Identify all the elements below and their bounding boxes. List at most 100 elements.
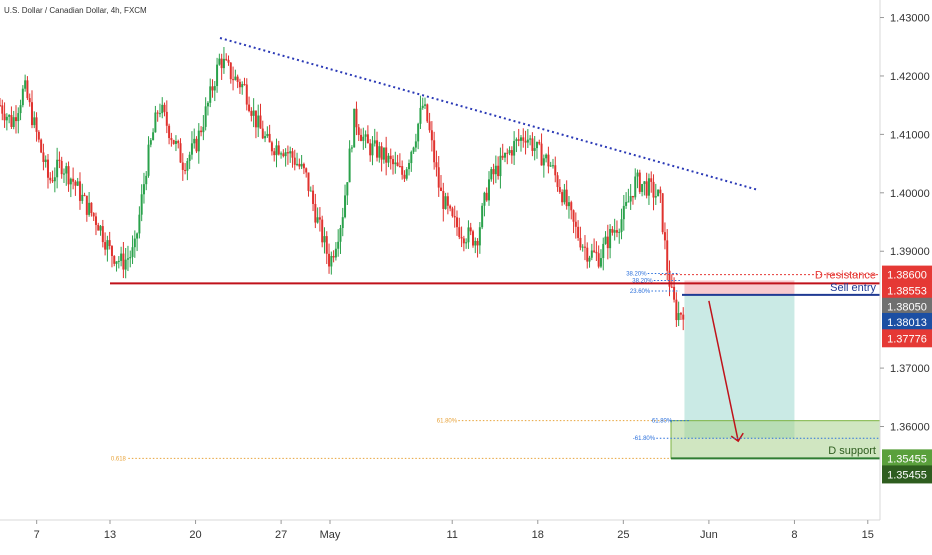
candle-body (289, 151, 292, 154)
price-tag-label: 1.37776 (887, 333, 927, 345)
candle-body (197, 130, 200, 152)
candle-body (517, 139, 520, 141)
price-tag-box (882, 297, 932, 316)
candle-body (94, 216, 97, 225)
candle-body (12, 117, 15, 127)
candle-body (312, 190, 315, 204)
candle-body (625, 201, 628, 206)
candle-body (533, 148, 536, 151)
candle-body (451, 208, 454, 217)
candle-body (394, 162, 397, 165)
candle-body (631, 195, 634, 198)
x-tick-label: 25 (617, 529, 629, 541)
candle-body (339, 228, 342, 242)
candle-body (481, 205, 484, 228)
candle-body (149, 140, 152, 145)
candle-body (259, 115, 262, 129)
candle-body (405, 169, 408, 179)
candle-body (652, 181, 655, 198)
candle-body (622, 205, 625, 220)
candle-body (172, 140, 175, 144)
candle-body (131, 247, 134, 257)
candle-body (428, 121, 431, 131)
candle-body (168, 125, 171, 139)
candle-body (487, 179, 490, 201)
time-axis[interactable]: 7 13 20 27 May 11 18 25 Jun 8 15 (34, 520, 874, 541)
candle-body (462, 238, 465, 244)
candle-body (83, 194, 86, 196)
candle-body (657, 189, 660, 197)
x-tick-label: 7 (34, 529, 40, 541)
candle-body (492, 169, 495, 175)
y-tick-label: 1.36000 (890, 422, 930, 434)
candle-body (666, 240, 669, 271)
candle-body (353, 108, 356, 148)
candle-body (446, 196, 449, 206)
candle-body (366, 134, 369, 144)
candle-body (42, 152, 45, 162)
candle-body (590, 250, 593, 258)
y-tick-label: 1.39000 (890, 246, 930, 258)
candle-body (444, 196, 447, 209)
candle-body (170, 138, 173, 141)
price-axis[interactable]: 1.43000 1.42000 1.41000 1.40000 1.39000 1.370… (880, 13, 930, 434)
candle-body (586, 247, 589, 262)
y-tick-label: 1.40000 (890, 188, 930, 200)
candle-body (40, 139, 43, 153)
candle-body (24, 80, 27, 89)
candle-body (92, 212, 95, 217)
candle-body (14, 117, 17, 122)
candle-body (108, 240, 111, 247)
price-tag-label: 1.38050 (887, 302, 927, 314)
candle-body (638, 172, 641, 192)
fib-levels: 38.20%38.20% 23.60% 61.80% 61.80% -61.80% 0.6… (111, 271, 880, 462)
y-tick-label: 1.37000 (890, 363, 930, 375)
candle-body (611, 229, 614, 233)
candle-body (634, 176, 637, 198)
candle-body (225, 58, 228, 60)
candle-body (248, 104, 251, 112)
price-tags: 1.38600 1.38553 1.38050 1.38013 1.37776 1.354… (882, 265, 932, 484)
candle-body (467, 227, 470, 243)
candle-body (561, 192, 564, 203)
fib-level-label: 61.80% (437, 419, 458, 425)
candle-body (369, 143, 372, 156)
candle-body (138, 214, 141, 234)
candle-body (229, 62, 232, 80)
candle-body (442, 191, 445, 209)
candle-body (268, 133, 271, 143)
candle-body (264, 136, 267, 139)
candle-body (519, 137, 522, 141)
candle-body (355, 108, 358, 128)
candle-body (140, 194, 143, 215)
candle-body (424, 104, 427, 106)
candle-body (307, 172, 310, 191)
candle-body (158, 113, 161, 115)
x-tick-label: 8 (791, 529, 797, 541)
candle-body (145, 175, 148, 185)
candle-body (60, 160, 63, 175)
candle-body (0, 105, 1, 107)
candle-body (5, 116, 8, 121)
candle-body (510, 150, 513, 156)
candle-body (440, 187, 443, 192)
candle-body (577, 226, 580, 238)
candle-body (211, 86, 214, 91)
candle-body (113, 255, 116, 264)
candle-body (238, 81, 241, 88)
candle-body (277, 145, 280, 155)
y-tick-label: 1.41000 (890, 129, 930, 141)
candle-body (556, 175, 559, 188)
candle-body (595, 251, 598, 254)
candle-body (266, 133, 269, 137)
candle-body (599, 258, 602, 267)
candle-body (506, 152, 509, 154)
candle-body (291, 151, 294, 158)
support-label: D support (828, 445, 876, 457)
candle-body (200, 130, 203, 133)
candle-body (49, 177, 52, 181)
candle-body (526, 139, 529, 143)
candle-body (250, 111, 253, 116)
